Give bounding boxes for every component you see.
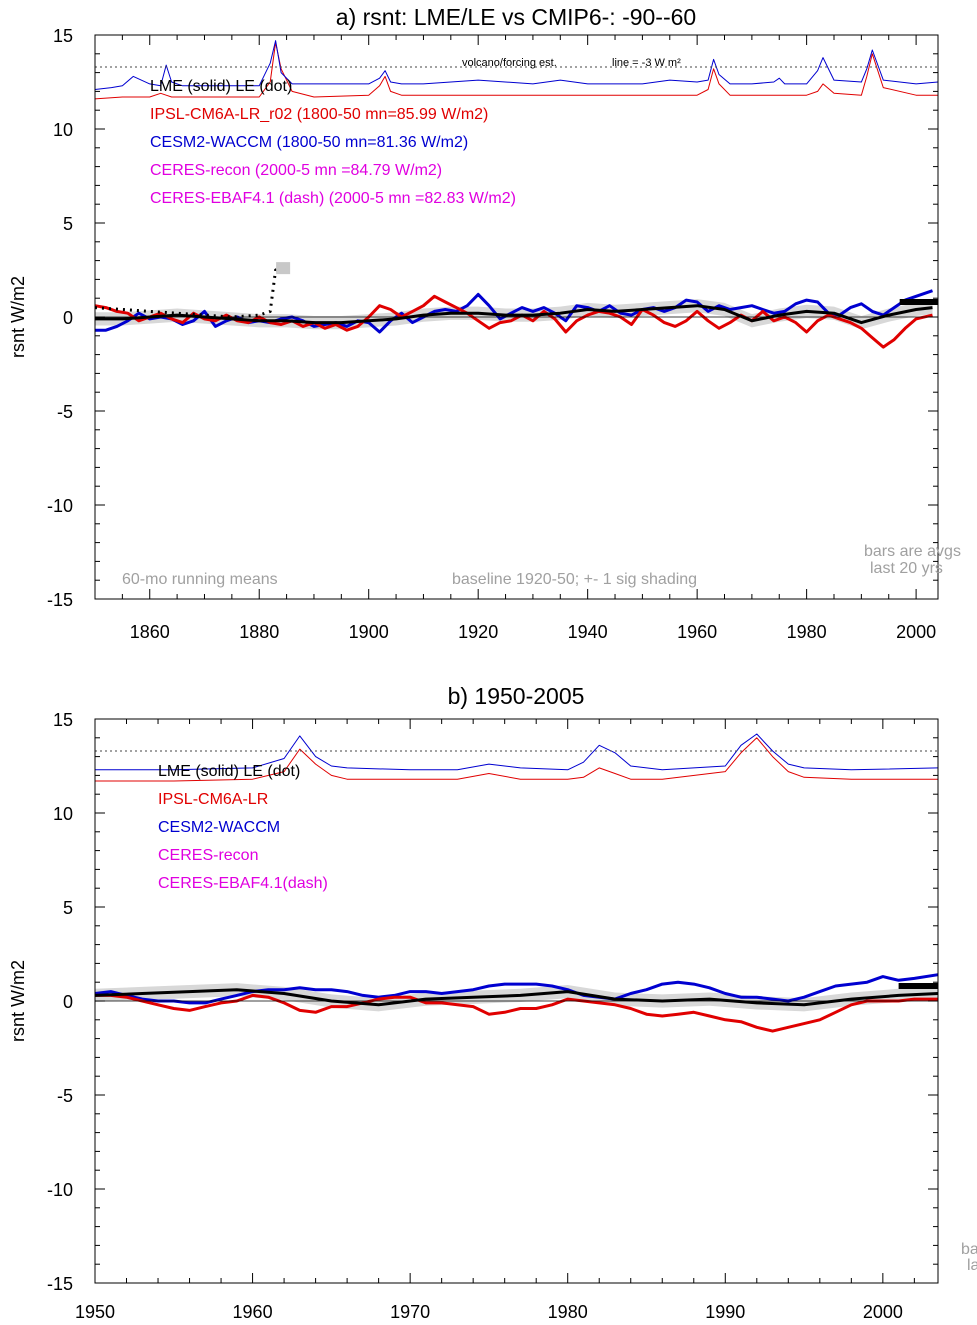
x-tick-label: 1880 — [239, 622, 279, 642]
x-tick-label: 1960 — [677, 622, 717, 642]
x-tick-label: 1860 — [130, 622, 170, 642]
y-tick-label: -10 — [47, 496, 73, 516]
annotation-bars-2: last 20 yrs — [870, 560, 943, 577]
x-tick-label: 1900 — [349, 622, 389, 642]
series-ipsl-forcing — [94, 42, 938, 100]
panel-b-axes: 1950 1960 1970 1980 1990 2000 15 10 5 0 -5 -10 -15 — [47, 710, 939, 1322]
x-tick-label: 1950 — [75, 1302, 115, 1322]
legend-cesm2: CESM2-WACCM (1800-50 mn=81.36 W/m2) — [150, 134, 468, 151]
x-tick-label: 1920 — [458, 622, 498, 642]
panel-a: a) rsnt: LME/LE vs CMIP6-: -90--60 rsnt … — [8, 4, 961, 642]
panel-a-series — [94, 40, 939, 349]
panel-a-axes: 1860 1880 1900 1920 1940 1960 1980 2000 15 10 5 0 -5… — [47, 26, 939, 642]
panel-b-title: b) 1950-2005 — [448, 683, 585, 709]
y-tick-label: 15 — [53, 710, 73, 730]
y-tick-label: -5 — [57, 1086, 73, 1106]
y-tick-label: 10 — [53, 120, 73, 140]
y-tick-label: -15 — [47, 1274, 73, 1294]
lme-sigma-band — [95, 983, 938, 1012]
y-tick-label: 5 — [63, 214, 73, 234]
annotation-b-bars-2: la — [967, 1257, 977, 1274]
panel-a-ylabel: rsnt W/m2 — [8, 276, 28, 358]
annotation-volcano: volcano/forcing est. — [462, 57, 557, 69]
annotation-baseline: baseline 1920-50; +- 1 sig shading — [452, 571, 697, 588]
x-tick-label: 1940 — [568, 622, 608, 642]
legend-b-ipsl: IPSL-CM6A-LR — [158, 791, 268, 808]
y-tick-label: 0 — [63, 308, 73, 328]
legend-b-ceres-ebaf: CERES-EBAF4.1(dash) — [158, 875, 328, 892]
annotation-running-means: 60-mo running means — [122, 571, 278, 588]
legend-b-cesm2: CESM2-WACCM — [158, 819, 280, 836]
annotation-bars-1: bars are avgs — [864, 543, 961, 560]
y-tick-label: -10 — [47, 1180, 73, 1200]
panel-b-sigma-shading — [95, 983, 938, 1012]
panel-b-legend: LME (solid) LE (dot) IPSL-CM6A-LR CESM2-… — [158, 763, 328, 892]
legend-ceres-ebaf: CERES-EBAF4.1 (dash) (2000-5 mn =82.83 W… — [150, 190, 516, 207]
panel-a-title: a) rsnt: LME/LE vs CMIP6-: -90--60 — [336, 4, 696, 30]
x-tick-label: 1960 — [233, 1302, 273, 1322]
series-cesm-forcing — [94, 40, 939, 90]
series-cesm2-waccm — [94, 973, 939, 1005]
y-tick-label: 5 — [63, 898, 73, 918]
series-cesm-forcing — [95, 733, 939, 771]
legend-ipsl: IPSL-CM6A-LR_r02 (1800-50 mn=85.99 W/m2) — [150, 106, 488, 123]
panel-b: b) 1950-2005 rsnt W/m2 1950 1960 1970 1980 1… — [8, 683, 977, 1322]
legend-lme-le: LME (solid) LE (dot) — [150, 78, 292, 95]
series-lme — [94, 988, 939, 1007]
legend-b-lme-le: LME (solid) LE (dot) — [158, 763, 300, 780]
panel-a-legend: LME (solid) LE (dot) IPSL-CM6A-LR_r02 (1… — [150, 78, 516, 207]
legend-b-ceres-recon: CERES-recon — [158, 847, 258, 864]
annotation-b-bars-1: ba — [961, 1241, 977, 1258]
y-tick-label: -5 — [57, 402, 73, 422]
y-tick-label: 15 — [53, 26, 73, 46]
x-tick-label: 1970 — [390, 1302, 430, 1322]
x-tick-label: 1980 — [787, 622, 827, 642]
series-le — [94, 266, 282, 319]
series-ipsl-forcing — [95, 737, 938, 782]
y-tick-label: 0 — [63, 992, 73, 1012]
legend-ceres-recon: CERES-recon (2000-5 mn =84.79 W/m2) — [150, 162, 442, 179]
x-tick-label: 2000 — [863, 1302, 903, 1322]
y-tick-label: -15 — [47, 590, 73, 610]
y-tick-label: 10 — [53, 804, 73, 824]
x-tick-label: 1980 — [548, 1302, 588, 1322]
x-tick-label: 2000 — [896, 622, 936, 642]
series-lme — [95, 304, 933, 325]
panel-b-ylabel: rsnt W/m2 — [8, 960, 28, 1042]
x-tick-label: 1990 — [705, 1302, 745, 1322]
le-end-box — [276, 262, 291, 275]
annotation-line-note: line = -3 W m² — [612, 57, 681, 69]
